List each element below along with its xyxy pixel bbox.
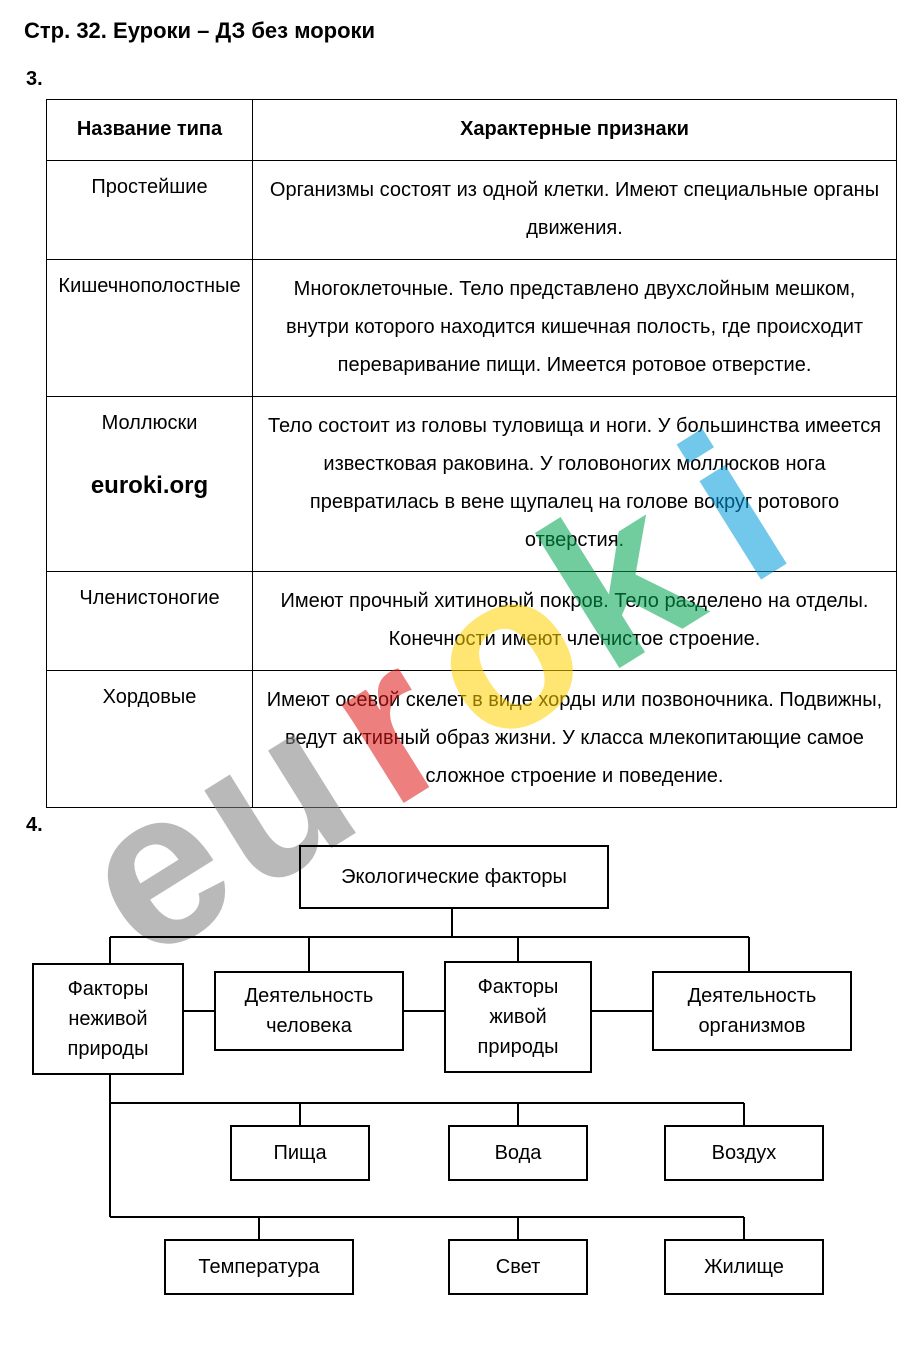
diagram-node-n3: Факторы живой природы (444, 961, 592, 1073)
diagram-node-n4: Деятельность организмов (652, 971, 852, 1051)
table-row: КишечнополостныеМногоклеточные. Тело пре… (47, 260, 897, 397)
diagram-node-b3: Жилище (664, 1239, 824, 1295)
diagram-node-n1: Факторы неживой природы (32, 963, 184, 1075)
table-row: ПростейшиеОрганизмы состоят из одной кле… (47, 161, 897, 260)
diagram-node-n2: Деятельность человека (214, 971, 404, 1051)
cell-name: Хордовые (47, 671, 253, 808)
cell-desc: Многоклеточные. Тело представлено двухсл… (253, 260, 897, 397)
cell-name: Кишечнополостные (47, 260, 253, 397)
table-header-row: Название типа Характерные признаки (47, 100, 897, 161)
types-table: Название типа Характерные признаки Прост… (46, 99, 897, 808)
diagram-node-b2: Свет (448, 1239, 588, 1295)
euroki-inline-logo: euroki.org (55, 467, 244, 505)
cell-name: Членистоногие (47, 572, 253, 671)
header-name: Название типа (47, 100, 253, 161)
table-row: ХордовыеИмеют осевой скелет в виде хорды… (47, 671, 897, 808)
cell-name: Простейшие (47, 161, 253, 260)
diagram-node-l1: Пища (230, 1125, 370, 1181)
diagram-node-b1: Температура (164, 1239, 354, 1295)
diagram-node-l3: Воздух (664, 1125, 824, 1181)
question-3-label: 3. (26, 68, 884, 91)
diagram-node-root: Экологические факторы (299, 845, 609, 909)
cell-name: Моллюскиeuroki.org (47, 397, 253, 572)
table-row: Моллюскиeuroki.orgТело состоит из головы… (47, 397, 897, 572)
cell-desc: Имеют осевой скелет в виде хорды или поз… (253, 671, 897, 808)
table-row: ЧленистоногиеИмеют прочный хитиновый пок… (47, 572, 897, 671)
cell-desc: Имеют прочный хитиновый покров. Тело раз… (253, 572, 897, 671)
cell-desc: Тело состоит из головы туловища и ноги. … (253, 397, 897, 572)
question-4-label: 4. (26, 814, 884, 837)
cell-desc: Организмы состоят из одной клетки. Имеют… (253, 161, 897, 260)
page-title: Стр. 32. Еуроки – ДЗ без мороки (24, 18, 884, 44)
diagram-node-l2: Вода (448, 1125, 588, 1181)
ecological-factors-diagram: Экологические факторы Факторы неживой при… (24, 845, 884, 1315)
header-desc: Характерные признаки (253, 100, 897, 161)
